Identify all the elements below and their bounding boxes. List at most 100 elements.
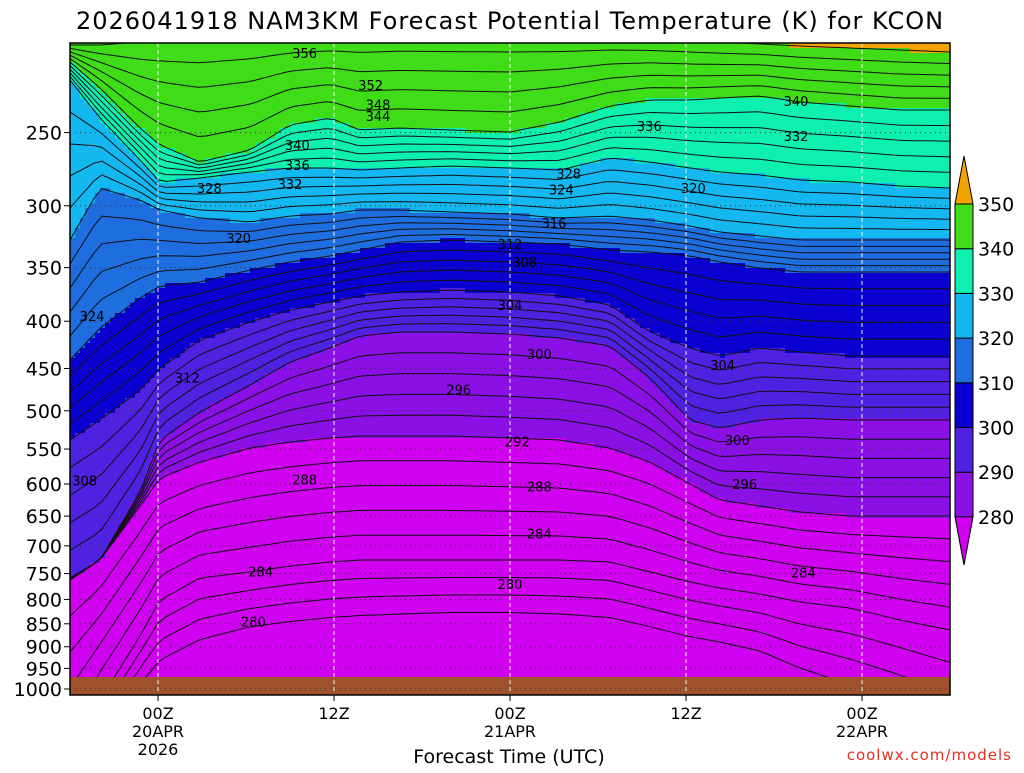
heat-cell [135, 193, 141, 199]
heat-cell [220, 123, 226, 129]
heat-cell [235, 58, 241, 64]
heat-cell [180, 113, 186, 119]
heat-cell [135, 138, 141, 144]
heat-cell [250, 188, 256, 194]
heat-cell [190, 68, 196, 74]
heat-cell [70, 673, 76, 679]
heat-cell [115, 468, 121, 474]
heat-cell [110, 288, 116, 294]
heat-cell [80, 283, 86, 289]
heat-cell [120, 103, 126, 109]
heat-cell [185, 278, 191, 284]
heat-cell [175, 43, 181, 49]
heat-cell [195, 103, 201, 109]
heat-cell [215, 553, 221, 559]
heat-cell [100, 583, 106, 589]
heat-cell [105, 213, 111, 219]
heat-cell [95, 603, 101, 609]
heat-cell [205, 503, 211, 509]
heat-cell [150, 388, 156, 394]
heat-cell [195, 78, 201, 84]
heat-cell [105, 483, 111, 489]
heat-cell [135, 628, 141, 634]
heat-cell [175, 473, 181, 479]
heat-cell [220, 98, 226, 104]
heat-cell [115, 473, 121, 479]
heat-cell [150, 213, 156, 219]
heat-cell [155, 143, 161, 149]
heat-cell [135, 328, 141, 334]
heat-cell [145, 168, 151, 174]
heat-cell [150, 53, 156, 59]
heat-cell [180, 153, 186, 159]
heat-cell [195, 248, 201, 254]
heat-cell [195, 558, 201, 564]
heat-cell [180, 488, 186, 494]
heat-cell [175, 323, 181, 329]
heat-cell [100, 148, 106, 154]
heat-cell [130, 398, 136, 404]
heat-cell [85, 433, 91, 439]
heat-cell [140, 188, 146, 194]
heat-cell [75, 48, 81, 54]
heat-cell [145, 383, 151, 389]
heat-cell [190, 48, 196, 54]
heat-cell [125, 448, 131, 454]
heat-cell [125, 88, 131, 94]
heat-cell [100, 168, 106, 174]
heat-cell [230, 538, 236, 544]
heat-cell [120, 408, 126, 414]
heat-cell [85, 283, 91, 289]
heat-cell [245, 313, 251, 319]
heat-cell [180, 613, 186, 619]
heat-cell [255, 48, 261, 54]
heat-cell [70, 303, 76, 309]
heat-cell [235, 73, 241, 79]
heat-cell [75, 373, 81, 379]
heat-cell [105, 583, 111, 589]
heat-cell [140, 393, 146, 399]
heat-cell [160, 388, 166, 394]
heat-cell [235, 553, 241, 559]
heat-cell [80, 643, 86, 649]
heat-cell [250, 498, 256, 504]
heat-cell [80, 328, 86, 334]
heat-cell [115, 598, 121, 604]
heat-cell [105, 78, 111, 84]
heat-cell [120, 348, 126, 354]
heat-cell [80, 173, 86, 179]
heat-cell [105, 148, 111, 154]
heat-cell [120, 528, 126, 534]
heat-cell [210, 248, 216, 254]
heat-cell [115, 643, 121, 649]
heat-cell [225, 93, 231, 99]
heat-cell [140, 48, 146, 54]
heat-cell [160, 158, 166, 164]
heat-cell [180, 343, 186, 349]
heat-cell [120, 148, 126, 154]
heat-cell [160, 358, 166, 364]
heat-cell [80, 543, 86, 549]
heat-cell [85, 168, 91, 174]
heat-cell [70, 218, 76, 224]
heat-cell [75, 318, 81, 324]
heat-cell [190, 498, 196, 504]
heat-cell [175, 103, 181, 109]
heat-cell [185, 153, 191, 159]
heat-cell [185, 133, 191, 139]
heat-cell [240, 578, 246, 584]
heat-cell [160, 183, 166, 189]
heat-cell [85, 238, 91, 244]
heat-cell [240, 538, 246, 544]
heat-cell [200, 548, 206, 554]
heat-cell [100, 463, 106, 469]
heat-cell [100, 253, 106, 259]
heat-cell [100, 213, 106, 219]
heat-cell [255, 88, 261, 94]
heat-cell [160, 368, 166, 374]
heat-cell [130, 323, 136, 329]
heat-cell [110, 198, 116, 204]
heat-cell [245, 303, 251, 309]
heat-cell [200, 568, 206, 574]
